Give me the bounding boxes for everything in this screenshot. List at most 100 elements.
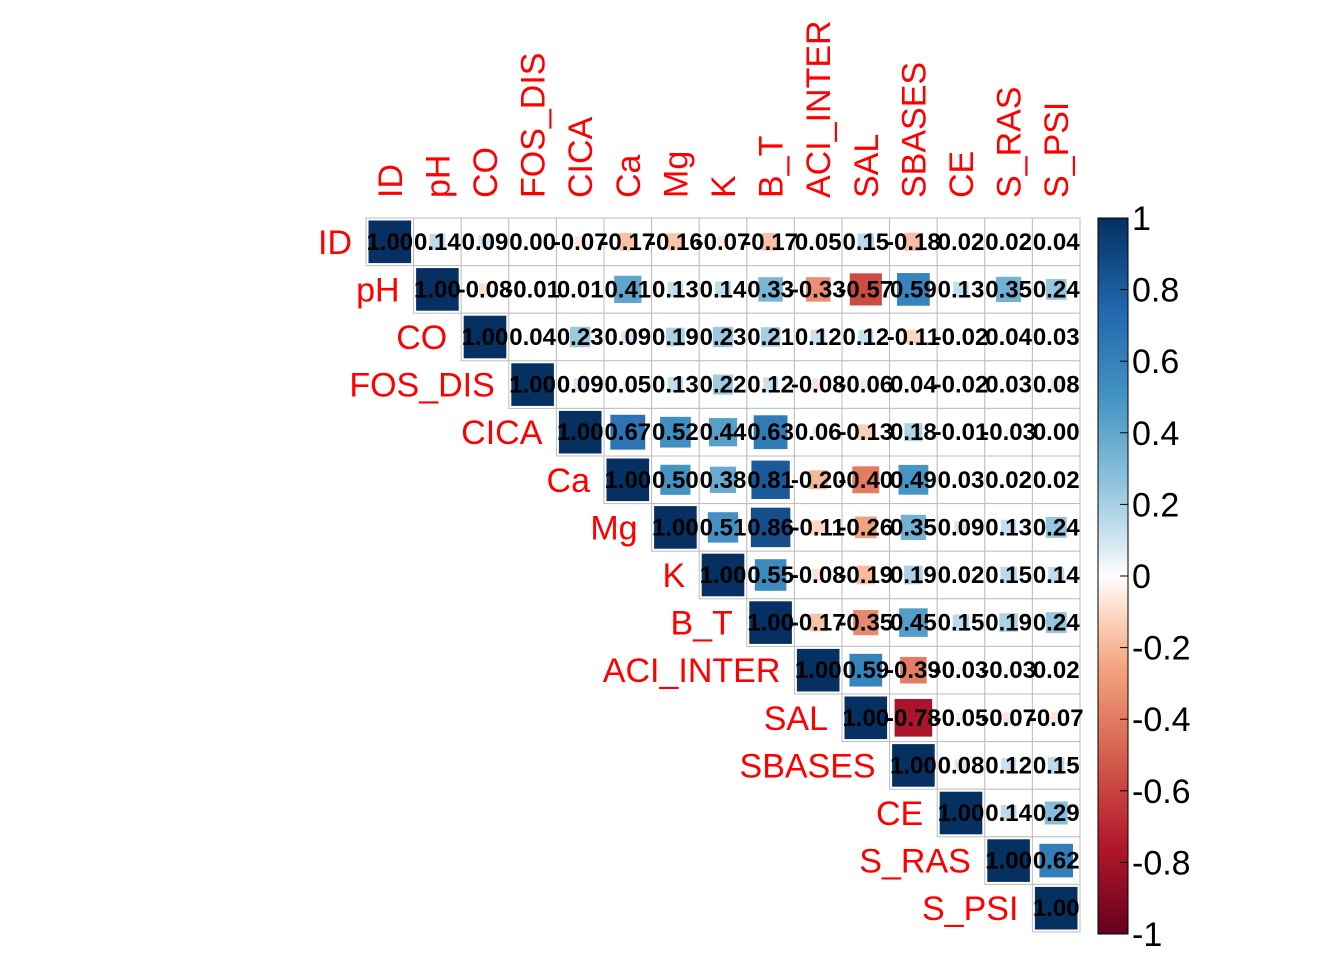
- corr-square-id-ph: [429, 233, 446, 250]
- corr-square-mg-ce: [954, 521, 968, 534]
- corr-square-cica-ce: [958, 430, 964, 435]
- col-label-aci-inter: ACI_INTER: [800, 20, 838, 198]
- corr-square-ca-aci-inter: [808, 470, 828, 490]
- corr-value-ca-sbases: 0.49: [890, 467, 937, 494]
- corr-value-b-t-b-t: 1.00: [747, 610, 794, 637]
- corr-square-co-co: [463, 315, 507, 359]
- corr-square-ph-co: [478, 283, 492, 296]
- corr-value-id-id: 1.00: [366, 229, 413, 256]
- corr-value-co-ca: 0.09: [604, 324, 651, 351]
- corr-value-sal-s-ras: -0.07: [981, 705, 1036, 732]
- corr-square-mg-sbases: [900, 514, 927, 541]
- corr-value-sal-sal: 1.00: [842, 705, 889, 732]
- corr-square-sal-ce: [956, 713, 966, 723]
- corr-value-mg-mg: 1.00: [652, 514, 699, 541]
- corr-square-co-cica: [569, 326, 591, 348]
- corr-square-co-b-t: [760, 327, 781, 347]
- corr-value-ph-sal: -0.57: [838, 276, 893, 303]
- corr-square-cica-aci-inter: [812, 426, 824, 438]
- corr-value-ce-ce: 1.00: [938, 800, 985, 827]
- corr-square-id-id: [368, 220, 412, 264]
- corr-square-mg-s-psi: [1045, 516, 1067, 538]
- corr-value-fos-dis-ce: -0.02: [934, 372, 989, 399]
- legend-tick-label: 1: [1132, 200, 1151, 238]
- corr-square-id-b-t: [761, 233, 780, 251]
- corr-square-fos-dis-aci-inter: [812, 378, 825, 391]
- corr-square-mg-b-t: [750, 507, 791, 548]
- grid-cell: [1031, 741, 1081, 790]
- grid-cell: [1031, 407, 1081, 457]
- corr-value-co-b-t: 0.21: [747, 324, 794, 351]
- corr-value-sbases-sbases: 1.00: [890, 752, 937, 779]
- corr-value-ca-ce: 0.03: [938, 467, 985, 494]
- row-label-s-ras: S_RAS: [859, 843, 971, 881]
- row-label-co: CO: [396, 319, 447, 357]
- corr-square-co-s-psi: [1052, 333, 1060, 341]
- corr-value-id-ce: 0.02: [938, 229, 985, 256]
- corr-value-fos-dis-ca: 0.05: [604, 372, 651, 399]
- corr-value-cica-ca: 0.67: [604, 419, 651, 446]
- corr-value-b-t-aci-inter: -0.17: [791, 610, 846, 637]
- corr-square-co-sal: [858, 329, 874, 345]
- corr-value-aci-inter-aci-inter: 1.00: [795, 657, 842, 684]
- color-legend-ticks: 1 0.8 0.6 0.4 0.2 0 -0.2 -0.4 -0.6 -0.8 -1: [1120, 200, 1191, 954]
- corr-value-mg-aci-inter: -0.11: [792, 514, 845, 541]
- corr-square-b-t-sal: [853, 609, 879, 636]
- corr-square-co-aci-inter: [810, 329, 826, 345]
- corr-value-ph-s-ras: 0.35: [985, 276, 1032, 303]
- corr-value-b-t-s-psi: 0.24: [1033, 610, 1080, 637]
- corr-value-mg-ce: 0.09: [938, 514, 985, 541]
- corr-square-aci-inter-sbases: [900, 656, 927, 684]
- corr-value-ph-ph: 1.00: [414, 276, 461, 303]
- corr-value-sbases-ce: 0.08: [938, 752, 985, 779]
- corr-value-fos-dis-sal: -0.06: [838, 372, 893, 399]
- row-label-fos-dis: FOS_DIS: [349, 367, 494, 405]
- corr-square-id-ca: [619, 233, 637, 251]
- corr-square-mg-mg: [654, 506, 697, 549]
- corr-value-cica-sbases: 0.18: [890, 419, 937, 446]
- corr-square-co-fos-dis: [528, 332, 537, 342]
- corr-value-ph-b-t: 0.33: [747, 276, 794, 303]
- corr-square-id-s-psi: [1051, 237, 1061, 247]
- corr-value-fos-dis-s-ras: 0.03: [985, 372, 1032, 399]
- corr-value-b-t-s-ras: 0.19: [985, 610, 1032, 637]
- corr-value-cica-sal: -0.13: [838, 419, 893, 446]
- corr-square-sbases-s-ras: [1001, 758, 1016, 773]
- corr-square-b-t-aci-inter: [809, 613, 827, 632]
- row-label-cica: CICA: [461, 414, 543, 452]
- corr-value-sbases-s-psi: 0.15: [1033, 752, 1080, 779]
- corr-value-cica-k: 0.44: [700, 419, 747, 446]
- corr-square-cica-b-t: [753, 415, 788, 450]
- corr-square-id-k: [717, 236, 729, 248]
- corr-value-ph-cica: 0.01: [557, 276, 604, 303]
- legend-tick-label: 0.4: [1132, 415, 1179, 453]
- row-label-b-t: B_T: [670, 605, 732, 643]
- corr-value-ph-mg: 0.13: [652, 276, 699, 303]
- col-label-fos-dis: FOS_DIS: [515, 53, 553, 198]
- corr-square-k-sbases: [904, 565, 923, 585]
- corr-square-k-k: [701, 553, 745, 597]
- corr-value-cica-ce: -0.01: [934, 419, 989, 446]
- corr-square-sbases-sbases: [892, 744, 935, 787]
- corr-value-fos-dis-k: 0.22: [700, 372, 747, 399]
- corr-value-sal-s-psi: -0.07: [1029, 705, 1084, 732]
- corr-value-aci-inter-ce: -0.03: [934, 657, 989, 684]
- corr-square-cica-mg: [660, 416, 691, 448]
- corr-square-ph-s-ras: [995, 276, 1022, 303]
- corr-square-ph-fos-dis: [530, 287, 535, 292]
- corr-value-cica-mg: 0.52: [652, 419, 699, 446]
- corr-value-id-co: 0.09: [462, 229, 509, 256]
- corr-value-mg-s-psi: 0.24: [1033, 514, 1080, 541]
- corr-value-co-aci-inter: 0.12: [795, 324, 842, 351]
- corr-value-co-s-psi: 0.03: [1033, 324, 1080, 351]
- legend-tick-label: 0: [1132, 558, 1151, 596]
- legend-tick-label: -0.4: [1132, 701, 1191, 739]
- color-legend: 1 0.8 0.6 0.4 0.2 0 -0.2 -0.4 -0.6 -0.8 -1: [1097, 200, 1191, 954]
- grid-cell: [889, 312, 938, 362]
- corr-square-aci-inter-sal: [849, 653, 883, 687]
- corr-square-ca-mg: [660, 464, 691, 495]
- corr-square-k-s-ras: [1000, 566, 1017, 584]
- corr-square-co-ca: [621, 330, 635, 344]
- corr-value-k-ce: 0.02: [938, 562, 985, 589]
